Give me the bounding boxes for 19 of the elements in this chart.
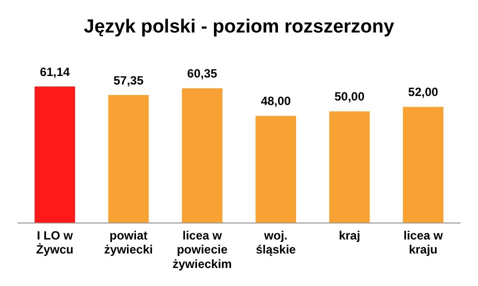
x-tick-label: powiat żywiecki xyxy=(104,228,153,257)
x-tick-label: licea w kraju xyxy=(403,228,444,257)
x-tick-label: I LO w Żywcu xyxy=(36,228,74,257)
bar xyxy=(329,111,370,223)
data-label: 61,14 xyxy=(40,64,70,79)
chart-title: Język polski - poziom rozszerzony xyxy=(84,16,395,38)
x-tick-label: kraj xyxy=(338,228,360,242)
data-label: 60,35 xyxy=(187,66,218,81)
bar xyxy=(182,88,222,223)
x-tick-label: woj. śląskie xyxy=(256,228,296,257)
data-label: 50,00 xyxy=(334,90,365,104)
bar xyxy=(256,116,296,223)
data-label: 48,00 xyxy=(260,94,292,108)
data-label: 57,35 xyxy=(113,73,144,88)
x-tick-label: licea w powiecie żywieckim xyxy=(172,228,232,272)
bar xyxy=(34,86,76,223)
bar xyxy=(402,106,444,223)
bar xyxy=(108,94,149,223)
data-label: 52,00 xyxy=(408,85,439,100)
